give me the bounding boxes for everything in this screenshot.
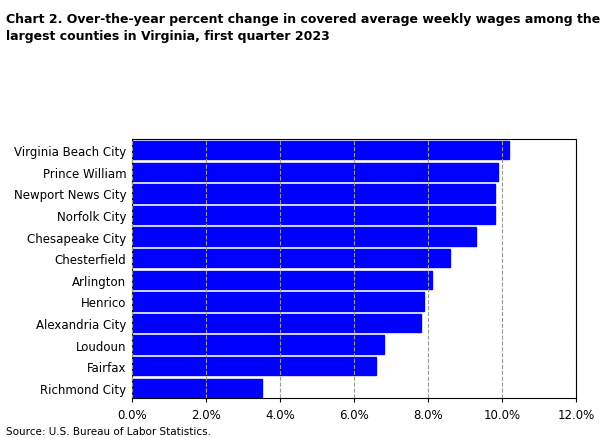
Bar xyxy=(132,293,424,311)
Text: Source: U.S. Bureau of Labor Statistics.: Source: U.S. Bureau of Labor Statistics. xyxy=(6,426,211,436)
Text: Chart 2. Over-the-year percent change in covered average weekly wages among the
: Chart 2. Over-the-year percent change in… xyxy=(6,13,600,43)
Bar xyxy=(132,185,494,203)
Bar xyxy=(132,379,262,397)
Bar xyxy=(132,206,494,225)
Bar xyxy=(132,228,476,246)
Bar xyxy=(132,314,421,332)
Bar xyxy=(132,250,450,268)
Bar xyxy=(132,271,432,289)
Bar xyxy=(132,142,509,160)
Bar xyxy=(132,357,376,375)
Bar xyxy=(132,336,383,354)
Bar xyxy=(132,163,499,182)
